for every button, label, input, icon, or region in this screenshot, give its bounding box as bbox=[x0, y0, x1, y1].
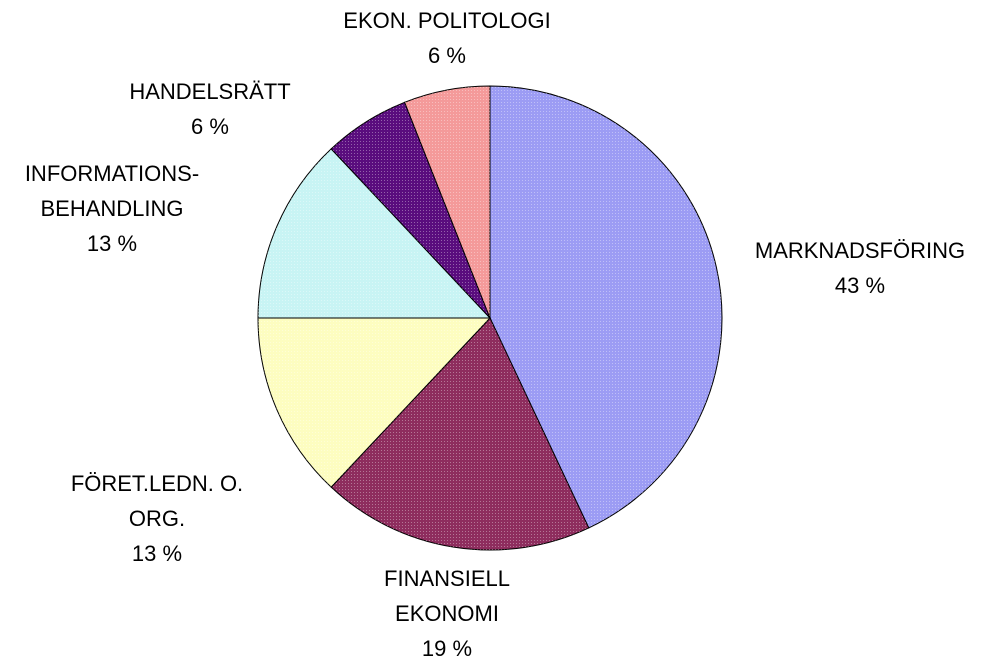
slice-texture bbox=[490, 86, 723, 528]
value-label: 43 % bbox=[835, 273, 885, 298]
slice-texture bbox=[258, 148, 490, 318]
slice-texture bbox=[258, 318, 490, 488]
value-label: 13 % bbox=[132, 541, 182, 566]
slice-label: INFORMATIONS- BEHANDLING bbox=[25, 161, 199, 221]
slice-label: FÖRET.LEDN. O. ORG. bbox=[71, 471, 243, 531]
slice-label: MARKNADSFÖRING bbox=[755, 238, 965, 263]
slice-label-line: EKONOMI bbox=[395, 601, 499, 626]
slice-label-line: INFORMATIONS- bbox=[25, 161, 199, 186]
slice-label: FINANSIELL EKONOMI bbox=[384, 566, 510, 626]
value-label: 6 % bbox=[191, 114, 229, 139]
slice-label-line: ORG. bbox=[129, 506, 185, 531]
slice-texture bbox=[331, 318, 589, 551]
slice-label-line: FÖRET.LEDN. O. bbox=[71, 471, 243, 496]
slice-texture bbox=[404, 86, 490, 318]
value-label: 13 % bbox=[87, 231, 137, 256]
slice-label-line: BEHANDLING bbox=[40, 196, 183, 221]
value-label: 19 % bbox=[422, 636, 472, 661]
slice-label-line: HANDELSRÄTT bbox=[129, 79, 290, 104]
slice-label-line: EKON. POLITOLOGI bbox=[343, 8, 550, 33]
slice-texture bbox=[331, 102, 490, 318]
slice-label-line: FINANSIELL bbox=[384, 566, 510, 591]
value-label: 6 % bbox=[428, 43, 466, 68]
slice-label-line: MARKNADSFÖRING bbox=[755, 238, 965, 263]
slice-label: EKON. POLITOLOGI bbox=[343, 8, 550, 33]
slice-label: HANDELSRÄTT bbox=[129, 79, 290, 104]
